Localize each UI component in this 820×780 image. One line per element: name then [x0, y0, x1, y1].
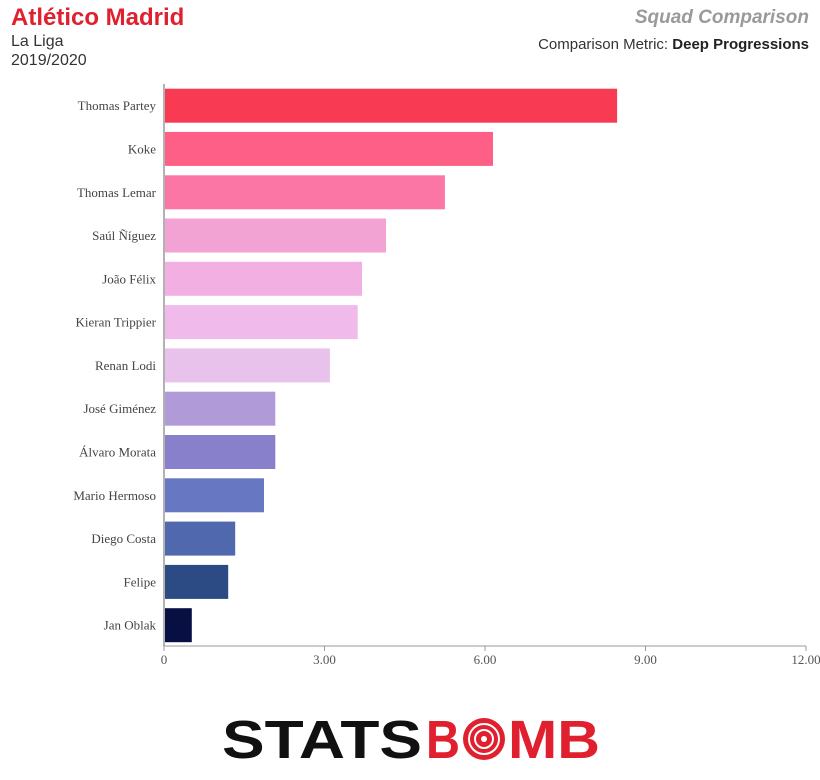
category-label-5: Kieran Trippier	[75, 315, 156, 330]
bar-chart: Thomas Partey Koke Thomas Lemar Saúl Ñíguez…	[73, 84, 820, 667]
bar-8	[165, 435, 276, 469]
bar-10	[165, 521, 236, 556]
bar-3	[165, 218, 386, 253]
bar-5	[165, 305, 358, 340]
competition-name: La Liga	[11, 33, 64, 50]
x-tick-label-3: 9.00	[634, 652, 657, 667]
statsbomb-logo: STATS B MB	[222, 712, 600, 762]
category-label-12: Jan Oblak	[104, 618, 157, 633]
bar-9	[165, 478, 264, 513]
header-left: Atlético Madrid La Liga 2019/2020	[11, 4, 184, 70]
season-label: 2019/2020	[11, 52, 87, 69]
category-label-8: Álvaro Morata	[79, 445, 156, 460]
bar-7	[165, 391, 276, 426]
metric-line: Comparison Metric: Deep Progressions	[538, 35, 809, 55]
header-right: Squad Comparison Comparison Metric: Deep…	[538, 7, 809, 55]
category-label-7: José Giménez	[83, 401, 156, 416]
category-label-11: Felipe	[124, 574, 157, 589]
bar-4	[165, 261, 362, 296]
category-label-0: Thomas Partey	[78, 98, 157, 113]
x-tick-label-0: 0	[161, 652, 168, 667]
category-label-9: Mario Hermoso	[73, 488, 156, 503]
logo-target-icon	[463, 718, 505, 760]
logo-mb: MB	[508, 712, 600, 762]
category-label-1: Koke	[128, 141, 156, 156]
metric-label: Comparison Metric:	[538, 36, 669, 53]
category-label-6: Renan Lodi	[95, 358, 156, 373]
logo-stats: STATS	[222, 712, 422, 762]
category-label-4: João Félix	[102, 271, 156, 286]
x-tick-label-2: 6.00	[474, 652, 497, 667]
team-name: Atlético Madrid	[11, 4, 185, 31]
category-label-10: Diego Costa	[91, 531, 156, 546]
bar-0	[165, 88, 618, 123]
bar-11	[165, 564, 229, 599]
x-tick-label-1: 3.00	[313, 652, 336, 667]
x-tick-label-4: 12.00	[791, 652, 820, 667]
bar-12	[165, 608, 192, 643]
metric-value: Deep Progressions	[672, 36, 809, 53]
category-label-2: Thomas Lemar	[77, 185, 157, 200]
chart-title: Squad Comparison	[634, 7, 809, 28]
bar-6	[165, 348, 330, 383]
logo-b: B	[426, 712, 460, 762]
bar-2	[165, 175, 445, 210]
bar-1	[165, 131, 493, 166]
category-label-3: Saúl Ñíguez	[92, 228, 156, 243]
